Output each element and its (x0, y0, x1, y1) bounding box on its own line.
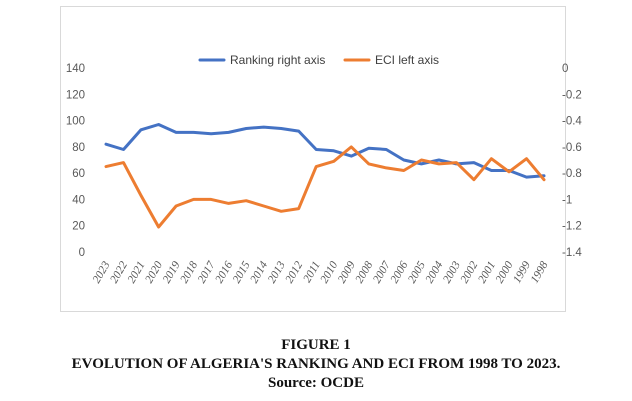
right-tick-label: -0.6 (562, 142, 582, 154)
right-tick-label: -0.2 (562, 89, 582, 101)
legend: Ranking right axis ECI left axis (198, 53, 439, 67)
right-tick-label: -1.4 (562, 247, 582, 259)
figure-caption: FIGURE 1 EVOLUTION OF ALGERIA'S RANKING … (0, 336, 632, 393)
left-tick-label: 80 (72, 142, 85, 154)
series-lines (104, 123, 546, 229)
chart-area: 0 20 40 60 80 100 120 140 -1.4 -1.2 -1 -0.8 -0.6 -0.… (60, 6, 582, 312)
legend-label: ECI left axis (375, 53, 439, 67)
figure-number: FIGURE 1 (281, 337, 351, 353)
chart-border (60, 6, 566, 312)
right-tick-label: -1.2 (562, 221, 582, 233)
right-axis-ticks: -1.4 -1.2 -1 -0.8 -0.6 -0.4 -0.2 0 (562, 63, 582, 259)
series-line-0 (104, 123, 546, 179)
left-tick-label: 100 (66, 116, 85, 128)
left-tick-label: 140 (66, 63, 85, 75)
legend-label: Ranking right axis (230, 53, 325, 67)
right-tick-label: -1 (562, 194, 572, 206)
left-tick-label: 20 (72, 221, 85, 233)
left-tick-label: 60 (72, 168, 85, 180)
figure-title: EVOLUTION OF ALGERIA'S RANKING AND ECI F… (71, 356, 561, 372)
right-tick-label: -0.4 (562, 116, 582, 128)
left-tick-label: 0 (79, 247, 85, 259)
left-tick-label: 120 (66, 89, 85, 101)
right-tick-label: 0 (562, 63, 568, 75)
left-axis-ticks: 0 20 40 60 80 100 120 140 (66, 63, 85, 259)
line-chart: 0 20 40 60 80 100 120 140 -1.4 -1.2 -1 -0.8 -0.6 -0.… (60, 6, 582, 312)
right-tick-label: -0.8 (562, 168, 582, 180)
series-line-1 (104, 145, 546, 229)
figure-source: Source: OCDE (268, 375, 364, 391)
left-tick-label: 40 (72, 194, 85, 206)
